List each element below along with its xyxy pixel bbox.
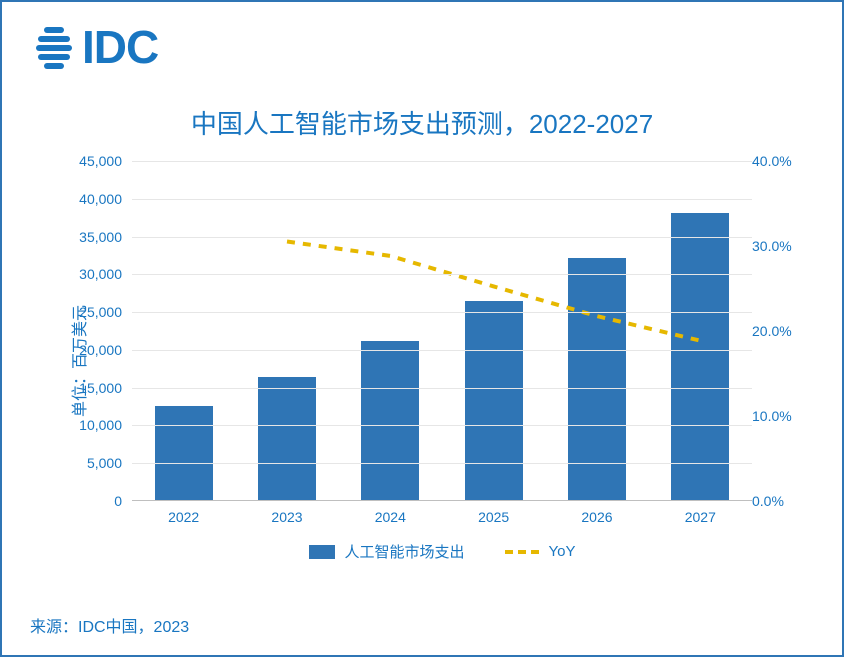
gridline: [132, 199, 752, 200]
y-left-axis-labels: 05,00010,00015,00020,00025,00030,00035,0…: [62, 161, 122, 501]
bar: [671, 213, 729, 500]
x-tick: 2025: [465, 509, 523, 525]
gridline: [132, 161, 752, 162]
y-left-tick: 25,000: [79, 304, 122, 320]
gridline: [132, 463, 752, 464]
bars-group: [132, 161, 752, 500]
x-tick: 2026: [568, 509, 626, 525]
legend-bar-item: 人工智能市场支出: [309, 541, 465, 562]
legend-bar-swatch-icon: [309, 545, 335, 559]
x-tick: 2024: [361, 509, 419, 525]
logo: IDC: [30, 20, 814, 74]
y-right-tick: 10.0%: [752, 408, 792, 424]
logo-globe-icon: [30, 23, 78, 71]
y-left-tick: 35,000: [79, 229, 122, 245]
bar: [465, 301, 523, 500]
y-right-tick: 30.0%: [752, 238, 792, 254]
y-right-axis-labels: 0.0%10.0%20.0%30.0%40.0%: [752, 161, 812, 501]
legend-bar-label: 人工智能市场支出: [345, 541, 465, 562]
y-left-tick: 5,000: [87, 455, 122, 471]
bar: [155, 406, 213, 500]
legend-line-item: YoY: [505, 543, 576, 560]
legend-line-swatch-icon: [505, 550, 539, 554]
gridline: [132, 312, 752, 313]
x-tick: 2022: [155, 509, 213, 525]
x-tick: 2023: [258, 509, 316, 525]
chart: 单位：百万美元 05,00010,00015,00020,00025,00030…: [32, 161, 812, 561]
gridline: [132, 388, 752, 389]
y-right-tick: 20.0%: [752, 323, 792, 339]
bar: [258, 377, 316, 500]
chart-title: 中国人工智能市场支出预测，2022-2027: [30, 104, 814, 141]
gridline: [132, 350, 752, 351]
gridline: [132, 274, 752, 275]
source-text: 来源：IDC中国，2023: [30, 613, 189, 637]
gridline: [132, 237, 752, 238]
gridline: [132, 425, 752, 426]
y-right-tick: 0.0%: [752, 493, 784, 509]
y-right-tick: 40.0%: [752, 153, 792, 169]
x-tick: 2027: [671, 509, 729, 525]
x-axis-labels: 2022 2023 2024 2025 2026 2027: [132, 509, 752, 525]
legend-line-label: YoY: [549, 543, 576, 560]
legend: 人工智能市场支出 YoY: [132, 541, 752, 562]
y-left-tick: 40,000: [79, 191, 122, 207]
y-left-tick: 10,000: [79, 417, 122, 433]
y-left-tick: 30,000: [79, 266, 122, 282]
y-left-tick: 15,000: [79, 380, 122, 396]
plot-area: [132, 161, 752, 501]
bar: [361, 341, 419, 500]
y-left-tick: 20,000: [79, 342, 122, 358]
y-left-tick: 0: [114, 493, 122, 509]
y-left-tick: 45,000: [79, 153, 122, 169]
logo-text: IDC: [82, 20, 158, 74]
